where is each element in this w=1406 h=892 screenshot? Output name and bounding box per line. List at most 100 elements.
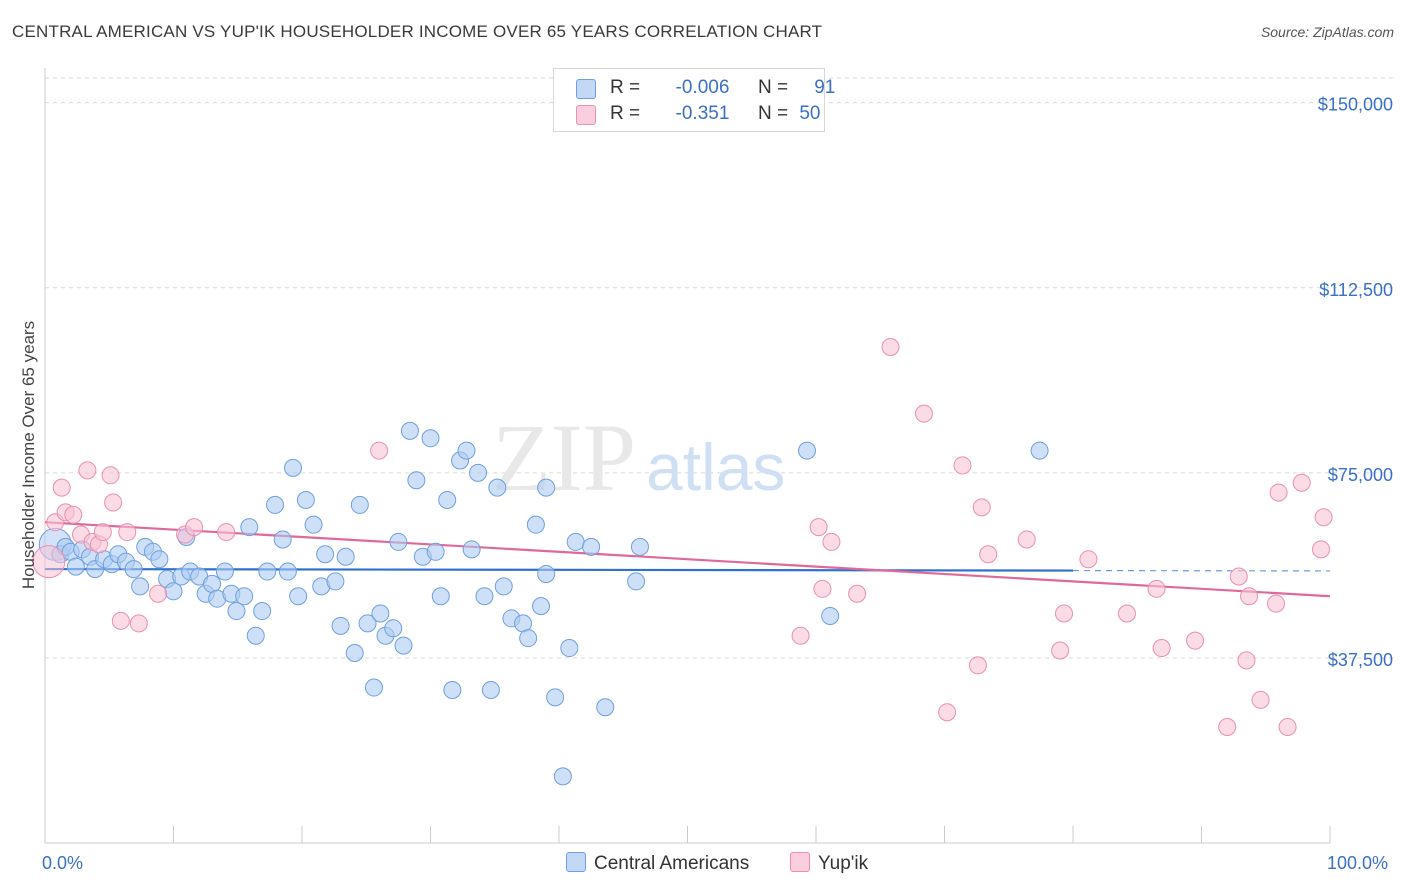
- point-yupik: [953, 456, 972, 475]
- point-central-americans: [384, 619, 403, 638]
- point-central-americans: [475, 587, 494, 606]
- point-central-americans: [821, 606, 840, 625]
- point-central-americans: [630, 537, 649, 556]
- point-yupik: [791, 626, 810, 645]
- point-central-americans: [371, 604, 390, 623]
- bottom-legend-swatch-pink: [790, 852, 810, 872]
- point-central-americans: [438, 490, 457, 509]
- point-central-americans: [566, 532, 585, 551]
- point-yupik: [809, 518, 828, 537]
- point-central-americans: [469, 463, 488, 482]
- chart-title: CENTRAL AMERICAN VS YUP'IK HOUSEHOLDER I…: [12, 22, 823, 41]
- source-label: Source: ZipAtlas.com: [1260, 24, 1394, 40]
- y-tick-label: $112,500: [1319, 280, 1393, 300]
- legend-box: R = -0.006 N = 91 R = -0.351 N = 50: [553, 68, 835, 132]
- point-yupik: [822, 532, 841, 551]
- point-central-americans: [407, 471, 426, 490]
- legend-n-blue: 91: [814, 77, 836, 98]
- point-yupik: [101, 466, 120, 485]
- point-central-americans: [537, 565, 556, 584]
- y-axis-title: Householder Income Over 65 years: [19, 321, 38, 589]
- point-central-americans: [150, 550, 169, 569]
- point-central-americans: [532, 597, 551, 616]
- point-yupik: [1292, 473, 1311, 492]
- point-yupik: [104, 493, 123, 512]
- point-central-americans: [336, 547, 355, 566]
- point-yupik: [1237, 651, 1256, 670]
- point-yupik: [111, 611, 130, 630]
- point-central-americans: [66, 557, 85, 576]
- point-yupik: [52, 478, 71, 497]
- trend-line-yupik: [44, 521, 1331, 598]
- point-central-americans: [345, 643, 364, 662]
- point-yupik: [1267, 594, 1286, 613]
- y-tick-label: $150,000: [1318, 95, 1393, 115]
- point-central-americans: [273, 530, 292, 549]
- point-yupik: [32, 545, 66, 579]
- series-central-americans: [38, 421, 1049, 786]
- point-central-americans: [488, 478, 507, 497]
- point-yupik: [1240, 587, 1259, 606]
- point-central-americans: [389, 532, 408, 551]
- point-yupik: [1152, 639, 1171, 658]
- point-yupik: [1229, 567, 1248, 586]
- y-tick-labels: $37,500 $75,000 $112,500 $150,000: [1318, 95, 1393, 670]
- axes: [44, 68, 1331, 844]
- watermark: ZIP atlas: [492, 404, 785, 511]
- trend-lines: [44, 521, 1331, 598]
- bottom-legend-central-americans: Central Americans: [566, 852, 749, 875]
- point-central-americans: [284, 458, 303, 477]
- point-central-americans: [421, 429, 440, 448]
- point-yupik: [1147, 579, 1166, 598]
- point-central-americans: [253, 602, 272, 621]
- legend-n-pink: 50: [799, 103, 821, 124]
- point-central-americans: [481, 681, 500, 699]
- point-yupik: [1312, 540, 1331, 559]
- point-yupik: [149, 584, 168, 603]
- point-yupik: [185, 518, 204, 537]
- point-central-americans: [316, 545, 335, 564]
- point-central-americans: [462, 540, 481, 559]
- legend-r-blue: -0.006: [675, 77, 730, 98]
- point-central-americans: [258, 562, 277, 581]
- point-central-americans: [131, 577, 150, 596]
- bottom-legend-label-blue: Central Americans: [594, 853, 750, 874]
- point-yupik: [1079, 550, 1098, 569]
- legend-r-label: R =: [610, 103, 641, 124]
- x-tick-label-min: 0.0%: [42, 853, 84, 873]
- point-yupik: [813, 579, 832, 598]
- point-central-americans: [394, 636, 413, 655]
- legend-r-pink: -0.351: [675, 103, 730, 124]
- point-central-americans: [494, 577, 513, 596]
- point-central-americans: [246, 626, 265, 645]
- legend-swatch-pink: [576, 105, 596, 125]
- y-tick-label: $37,500: [1328, 650, 1393, 670]
- point-central-americans: [240, 518, 259, 537]
- point-yupik: [938, 703, 957, 722]
- point-central-americans: [596, 698, 615, 717]
- point-central-americans: [431, 587, 450, 606]
- point-central-americans: [537, 478, 556, 497]
- point-yupik: [1278, 718, 1297, 737]
- point-yupik: [1186, 631, 1205, 650]
- point-central-americans: [519, 629, 538, 648]
- point-central-americans: [296, 490, 315, 509]
- legend-swatch-blue: [576, 79, 596, 99]
- point-central-americans: [326, 572, 345, 591]
- point-central-americans: [582, 537, 601, 556]
- point-yupik: [118, 523, 137, 542]
- bottom-legend-yupik: Yup'ik: [790, 852, 868, 875]
- point-central-americans: [350, 495, 369, 514]
- bottom-legend-swatch-blue: [566, 852, 586, 872]
- point-central-americans: [1030, 441, 1049, 460]
- point-yupik: [129, 614, 148, 633]
- point-yupik: [972, 498, 991, 517]
- legend-n-label: N =: [757, 103, 789, 124]
- point-yupik: [64, 505, 83, 524]
- point-central-americans: [457, 441, 476, 460]
- point-yupik: [1251, 690, 1270, 709]
- legend-r-label: R =: [610, 77, 641, 98]
- point-central-americans: [215, 562, 234, 581]
- point-central-americans: [331, 616, 350, 635]
